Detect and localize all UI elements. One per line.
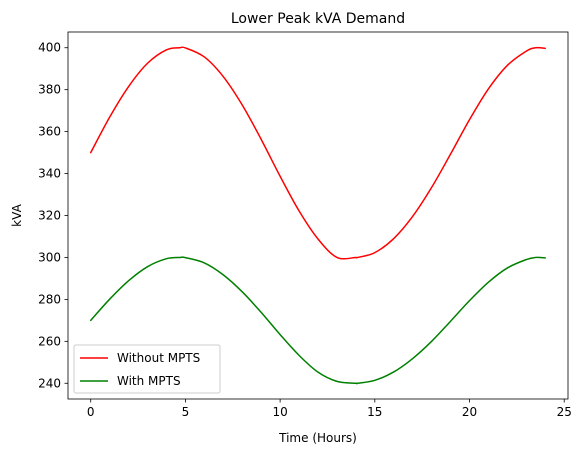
y-tick-label: 380	[38, 83, 61, 97]
x-tick-label: 10	[272, 405, 287, 419]
legend-label-with-mpts: With MPTS	[117, 374, 181, 388]
y-tick-label: 320	[38, 209, 61, 223]
axes-frame	[67, 31, 569, 400]
y-tick-label: 240	[38, 376, 61, 390]
y-tick-label: 340	[38, 167, 61, 181]
y-tick-label: 300	[38, 250, 61, 264]
axes-layer: 0 5 10 15 20 25 240 260 280 300 320 340 360 380 400	[38, 31, 572, 419]
x-tick-label: 25	[557, 405, 572, 419]
legend-label-without-mpts: Without MPTS	[117, 351, 200, 365]
series-line-without-mpts	[89, 46, 547, 260]
x-tick-label: 0	[87, 405, 95, 419]
x-tick-label: 15	[367, 405, 382, 419]
chart-title: Lower Peak kVA Demand	[231, 11, 405, 27]
x-tick-label: 5	[182, 405, 190, 419]
legend: Without MPTS With MPTS	[73, 344, 221, 394]
series-line-with-mpts	[89, 256, 547, 385]
y-axis-label: kVA	[10, 203, 24, 226]
y-tick-label: 400	[38, 41, 61, 55]
x-tick-label: 20	[462, 405, 477, 419]
y-tick-label: 260	[38, 334, 61, 348]
y-tick-label: 360	[38, 125, 61, 139]
y-tick-label: 280	[38, 292, 61, 306]
series-layer	[89, 46, 547, 385]
legend-box	[73, 344, 221, 394]
x-axis-label: Time (Hours)	[278, 431, 357, 445]
